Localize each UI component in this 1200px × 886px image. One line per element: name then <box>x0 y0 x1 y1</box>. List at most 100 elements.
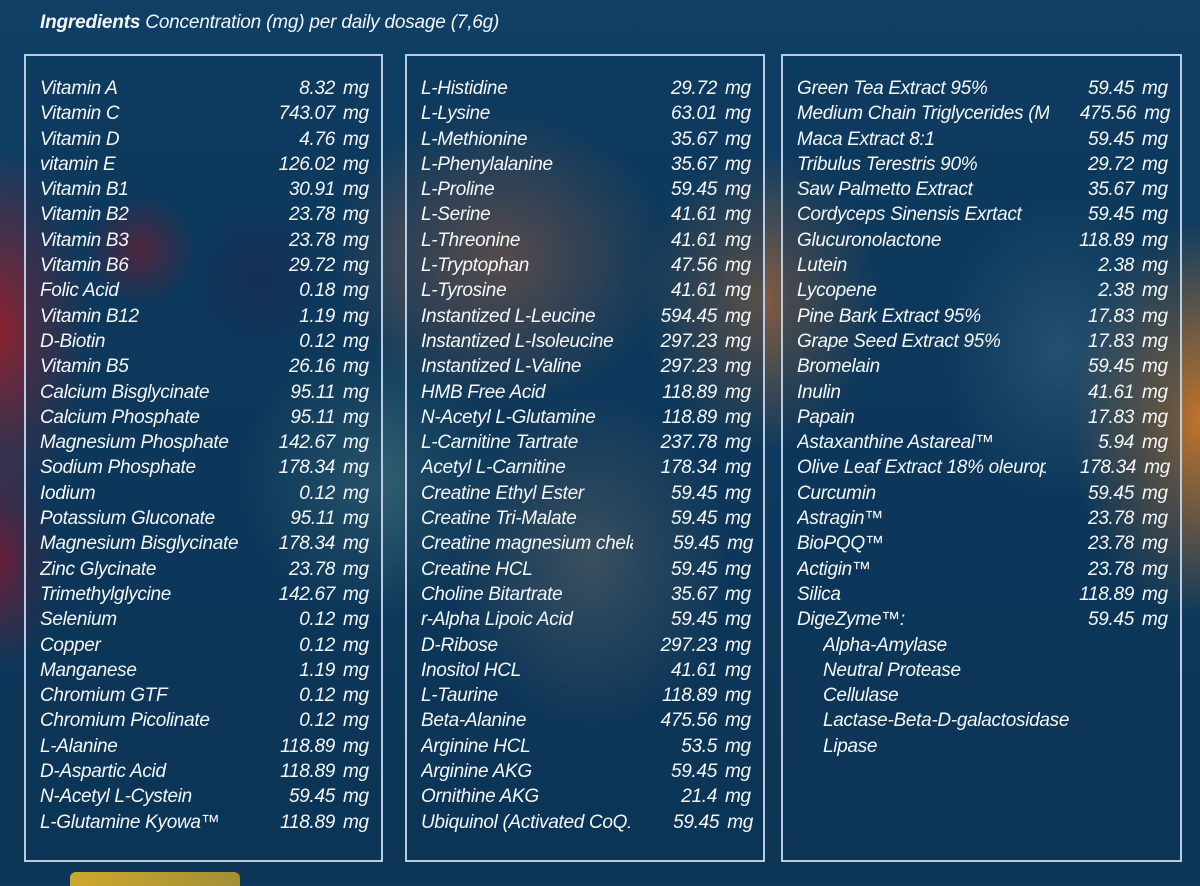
ingredient-row: Lutein 2.38 mg <box>797 253 1170 278</box>
ingredient-unit: mg <box>725 659 751 681</box>
ingredients-column-2: L-Histidine 29.72 mg L-Lysine 63.01 mg L-Methi… <box>405 54 765 862</box>
ingredient-amount: 297.23 <box>660 330 718 352</box>
ingredient-unit: mg <box>1142 153 1168 175</box>
ingredient-amount: 0.12 <box>299 609 335 631</box>
ingredient-name: Astragin™ <box>797 508 884 530</box>
ingredient-amount: 59.45 <box>1087 482 1134 504</box>
ingredient-row: Astaxanthine Astareal™ 5.94 mg <box>797 430 1170 455</box>
ingredient-name: Copper <box>40 634 101 656</box>
ingredient-name: N-Acetyl L-Glutamine <box>421 406 596 428</box>
ingredient-amount: 41.61 <box>670 659 717 681</box>
ingredient-row: Creatine magnesium chelated 59.45 mg <box>421 531 753 556</box>
ingredient-row: Creatine HCL 59.45 mg <box>421 557 753 582</box>
ingredient-amount: 41.61 <box>670 229 717 251</box>
ingredient-amount: 594.45 <box>660 305 718 327</box>
ingredient-amount: 142.67 <box>278 583 336 605</box>
ingredient-unit: mg <box>725 634 751 656</box>
ingredient-amount: 35.67 <box>670 583 717 605</box>
ingredient-name: Vitamin C <box>40 103 120 125</box>
ingredient-row: Creatine Tri-Malate 59.45 mg <box>421 506 753 531</box>
ingredient-name: L-Proline <box>421 179 495 201</box>
ingredient-name: Ornithine AKG <box>421 786 539 808</box>
ingredient-row: Potassium Gluconate 95.11 mg <box>40 506 371 531</box>
ingredient-unit: mg <box>343 255 369 277</box>
ingredient-row: Grape Seed Extract 95% 17.83 mg <box>797 329 1170 354</box>
ingredient-row: L-Histidine 29.72 mg <box>421 76 753 101</box>
ingredient-row: Alpha-Amylase <box>797 633 1170 658</box>
ingredient-row: Vitamin D 4.76 mg <box>40 127 371 152</box>
ingredient-name: L-Histidine <box>421 78 508 99</box>
ingredient-row: Manganese 1.19 mg <box>40 658 371 683</box>
ingredients-column-3: Green Tea Extract 95% 59.45 mg Medium Chain… <box>781 54 1182 862</box>
ingredient-unit: mg <box>343 381 369 403</box>
ingredient-name: L-Glutamine Kyowa™ <box>40 811 220 833</box>
ingredient-amount: 17.83 <box>1087 330 1134 352</box>
ingredient-row: Magnesium Phosphate 142.67 mg <box>40 430 371 455</box>
ingredient-name: DigeZyme™: <box>797 609 905 631</box>
ingredient-amount: 118.89 <box>662 685 717 707</box>
ingredient-unit: mg <box>343 330 369 352</box>
ingredient-unit: mg <box>725 153 751 175</box>
ingredient-amount: 47.56 <box>670 255 717 277</box>
ingredient-name: Ubiquinol (Activated CoQ10) <box>421 811 630 833</box>
ingredient-amount: 0.12 <box>299 330 335 352</box>
ingredient-row: Maca Extract 8:1 59.45 mg <box>797 127 1170 152</box>
ingredient-name: Cordyceps Sinensis Exrtact <box>797 204 1022 226</box>
cut-off-logo <box>70 872 240 886</box>
ingredient-name: Trimethylglycine <box>40 583 172 605</box>
ingredient-name: Iodium <box>40 482 96 504</box>
ingredient-unit: mg <box>725 406 751 428</box>
ingredient-name: Creatine Tri-Malate <box>421 508 577 530</box>
ingredient-name: Green Tea Extract 95% <box>797 78 988 99</box>
ingredient-amount: 17.83 <box>1087 305 1134 327</box>
ingredient-row: Chromium GTF 0.12 mg <box>40 683 371 708</box>
ingredient-amount: 118.89 <box>280 735 335 757</box>
ingredient-amount: 5.94 <box>1098 432 1134 454</box>
ingredient-amount: 118.89 <box>662 406 717 428</box>
ingredient-name: Creatine HCL <box>421 558 533 580</box>
ingredient-name: vitamin E <box>40 153 116 175</box>
ingredient-row: Zinc Glycinate 23.78 mg <box>40 557 371 582</box>
ingredient-unit: mg <box>725 204 751 226</box>
ingredient-name: N-Acetyl L-Cystein <box>40 786 192 808</box>
ingredient-name: Zinc Glycinate <box>40 558 157 580</box>
ingredient-unit: mg <box>1142 330 1168 352</box>
ingredient-name: Magnesium Bisglycinate <box>40 533 239 555</box>
ingredient-unit: mg <box>1144 457 1170 479</box>
ingredient-row: Trimethylglycine 142.67 mg <box>40 582 371 607</box>
ingredient-row: Pine Bark Extract 95% 17.83 mg <box>797 304 1170 329</box>
ingredient-name: Folic Acid <box>40 280 119 302</box>
ingredient-row: N-Acetyl L-Cystein 59.45 mg <box>40 784 371 809</box>
ingredient-unit: mg <box>725 280 751 302</box>
ingredient-amount: 23.78 <box>288 204 335 226</box>
ingredient-unit: mg <box>343 533 369 555</box>
ingredient-name: Vitamin B5 <box>40 356 129 378</box>
ingredient-amount: 35.67 <box>670 153 717 175</box>
ingredient-row: Instantized L-Leucine 594.45 mg <box>421 304 753 329</box>
ingredient-row: Papain 17.83 mg <box>797 405 1170 430</box>
ingredient-row: Bromelain 59.45 mg <box>797 354 1170 379</box>
ingredient-name: Papain <box>797 406 855 428</box>
ingredient-row: Choline Bitartrate 35.67 mg <box>421 582 753 607</box>
ingredient-amount: 178.34 <box>660 457 718 479</box>
ingredient-row: Green Tea Extract 95% 59.45 mg <box>797 76 1170 101</box>
ingredient-unit: mg <box>1142 204 1168 226</box>
ingredient-unit: mg <box>725 583 751 605</box>
ingredient-name: Choline Bitartrate <box>421 583 563 605</box>
ingredient-row: HMB Free Acid 118.89 mg <box>421 380 753 405</box>
ingredient-amount: 178.34 <box>278 533 336 555</box>
ingredient-unit: mg <box>1142 255 1168 277</box>
ingredient-unit: mg <box>343 457 369 479</box>
ingredient-row: Inositol HCL 41.61 mg <box>421 658 753 683</box>
ingredient-row: Ubiquinol (Activated CoQ10) 59.45 mg <box>421 810 753 835</box>
ingredient-unit: mg <box>1142 583 1168 605</box>
ingredient-name: Instantized L-Valine <box>421 356 582 378</box>
ingredient-row: N-Acetyl L-Glutamine 118.89 mg <box>421 405 753 430</box>
ingredient-unit: mg <box>343 761 369 783</box>
ingredient-unit: mg <box>343 609 369 631</box>
ingredient-unit: mg <box>1142 609 1168 631</box>
ingredient-amount: 59.45 <box>1087 128 1134 150</box>
ingredient-unit: mg <box>1142 533 1168 555</box>
ingredient-unit: mg <box>725 229 751 251</box>
ingredient-amount: 59.45 <box>670 609 717 631</box>
